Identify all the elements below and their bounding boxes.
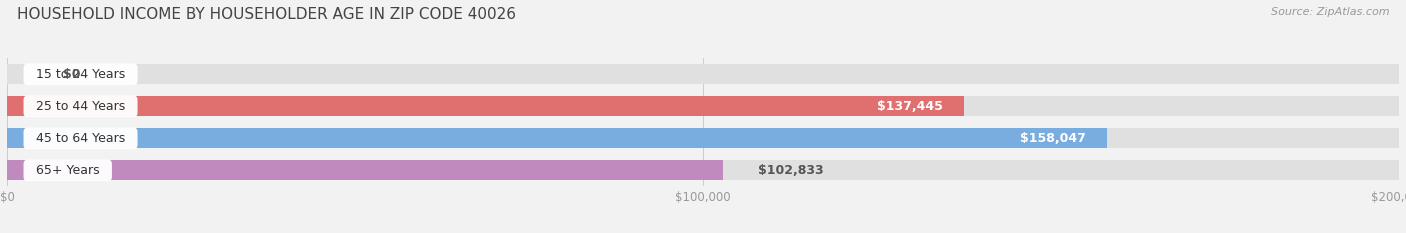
Text: 65+ Years: 65+ Years xyxy=(28,164,107,177)
Text: 15 to 24 Years: 15 to 24 Years xyxy=(28,68,134,81)
Text: $102,833: $102,833 xyxy=(758,164,823,177)
Bar xyxy=(7,128,1399,148)
Bar xyxy=(7,64,1399,84)
Bar xyxy=(7,96,1399,116)
Bar xyxy=(7,161,723,180)
Text: $0: $0 xyxy=(63,68,80,81)
Text: 25 to 44 Years: 25 to 44 Years xyxy=(28,100,134,113)
Bar xyxy=(7,161,1399,180)
Text: Source: ZipAtlas.com: Source: ZipAtlas.com xyxy=(1271,7,1389,17)
Bar xyxy=(7,96,963,116)
Bar xyxy=(7,128,1107,148)
Text: $158,047: $158,047 xyxy=(1021,132,1085,145)
Text: HOUSEHOLD INCOME BY HOUSEHOLDER AGE IN ZIP CODE 40026: HOUSEHOLD INCOME BY HOUSEHOLDER AGE IN Z… xyxy=(17,7,516,22)
Text: $137,445: $137,445 xyxy=(877,100,943,113)
Text: 45 to 64 Years: 45 to 64 Years xyxy=(28,132,134,145)
